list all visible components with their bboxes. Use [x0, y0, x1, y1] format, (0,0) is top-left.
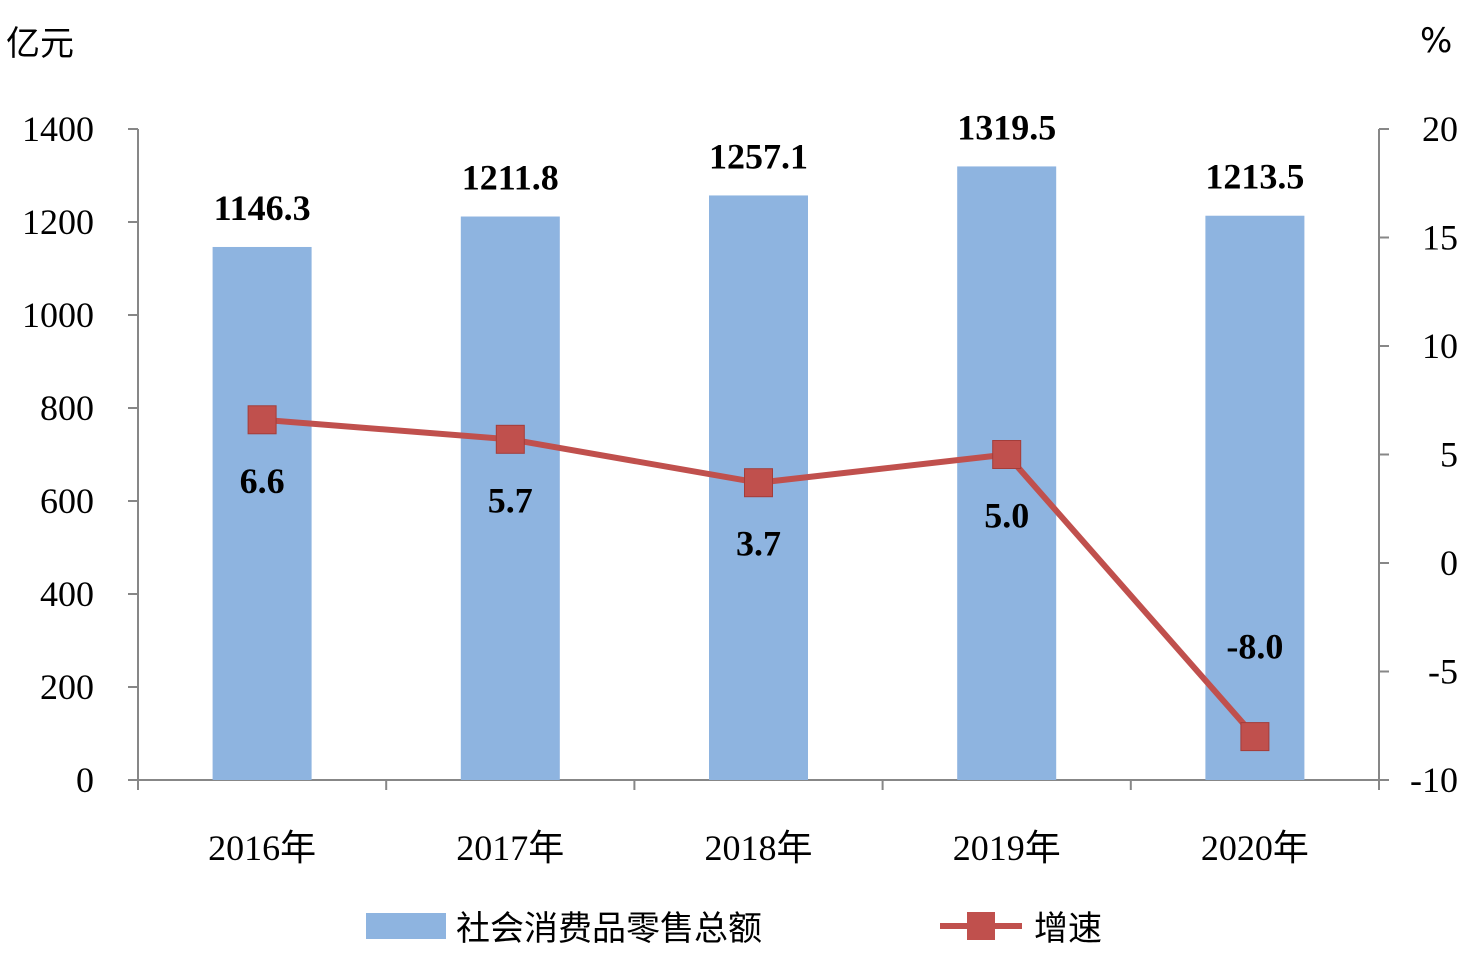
- bar: [1205, 215, 1305, 780]
- bar-series: 1146.3 1211.8 1257.1 1319.5 1213.5: [212, 107, 1305, 781]
- line-data-label: 5.7: [488, 480, 533, 520]
- bar-data-label: 1257.1: [709, 136, 808, 176]
- bar-data-label: 1211.8: [462, 158, 559, 198]
- line-marker: [495, 424, 525, 454]
- line-data-label: 3.7: [736, 524, 781, 564]
- line-data-label: -8.0: [1226, 627, 1283, 667]
- line-data-label: 6.6: [240, 461, 285, 501]
- left-tick-label: 400: [40, 574, 94, 614]
- left-tick-label: 1400: [22, 109, 94, 149]
- x-tick-label: 2019年: [953, 828, 1061, 868]
- left-axis-ticks: 0 200 400 600 800 1000 1200 1400: [22, 109, 138, 800]
- legend-bar-swatch: [366, 913, 446, 939]
- right-tick-label: 15: [1422, 218, 1458, 258]
- line-marker: [744, 468, 773, 498]
- right-axis-unit: %: [1420, 21, 1452, 61]
- left-tick-label: 200: [40, 667, 94, 707]
- left-axis-unit: 亿元: [6, 24, 74, 64]
- x-tick-label: 2017年: [456, 828, 564, 868]
- line-data-label: 5.0: [984, 496, 1029, 536]
- left-tick-label: 0: [76, 760, 94, 800]
- legend-bar-label: 社会消费品零售总额: [456, 909, 762, 949]
- legend-line-marker: [967, 912, 995, 940]
- right-tick-label: 0: [1440, 543, 1458, 583]
- bar-data-label: 1319.5: [957, 107, 1056, 147]
- right-tick-label: 10: [1422, 326, 1458, 366]
- bar: [957, 166, 1057, 780]
- line-marker: [1240, 722, 1270, 752]
- left-tick-label: 600: [40, 481, 94, 521]
- bar-data-label: 1213.5: [1205, 157, 1304, 197]
- bar-data-label: 1146.3: [214, 188, 311, 228]
- left-tick-label: 800: [40, 388, 94, 428]
- x-tick-label: 2016年: [208, 828, 316, 868]
- x-axis-ticks: 2016年 2017年 2018年 2019年 2020年: [137, 780, 1380, 868]
- right-axis-ticks: -10 -5 0 5 10 15 20: [1379, 109, 1458, 800]
- right-tick-label: -5: [1428, 652, 1458, 692]
- legend: 社会消费品零售总额 增速: [366, 909, 1102, 949]
- legend-line-label: 增速: [1034, 909, 1102, 949]
- line-series: 6.6 5.7 3.7 5.0 -8.0: [240, 405, 1283, 752]
- x-tick-label: 2018年: [704, 828, 812, 868]
- right-tick-label: 20: [1422, 109, 1458, 149]
- x-tick-label: 2020年: [1201, 828, 1309, 868]
- left-tick-label: 1000: [22, 295, 94, 335]
- left-tick-label: 1200: [22, 202, 94, 242]
- right-tick-label: 5: [1440, 435, 1458, 475]
- bar: [212, 246, 312, 780]
- line-marker: [992, 440, 1022, 469]
- line-marker: [247, 405, 277, 435]
- right-tick-label: -10: [1410, 760, 1458, 800]
- bar: [460, 216, 560, 780]
